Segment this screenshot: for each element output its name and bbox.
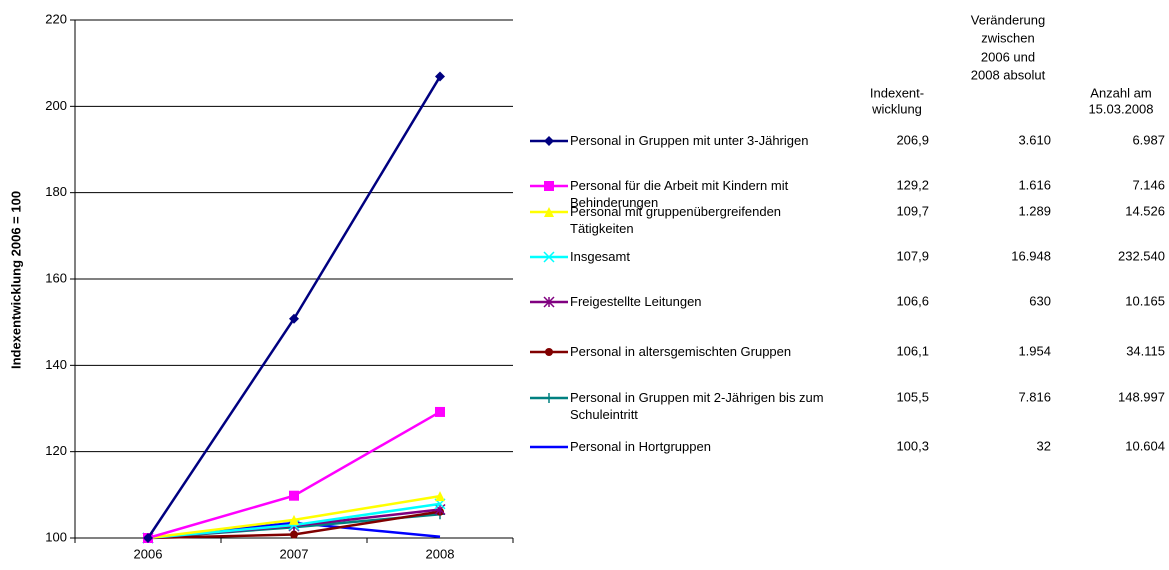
table-cell: 3.610 [1018, 132, 1051, 147]
marker [289, 490, 299, 501]
table-header: 15.03.2008 [1088, 101, 1153, 116]
y-tick-label: 200 [45, 98, 67, 113]
legend-label: Personal mit gruppenübergreifenden Tätig… [570, 204, 782, 236]
table-header: Indexent- [870, 85, 924, 100]
table-cell: 10.165 [1125, 293, 1165, 308]
marker [544, 181, 554, 191]
table-cell: 107,9 [896, 248, 929, 263]
marker [143, 533, 153, 543]
table-header: Veränderung [971, 12, 1045, 27]
table-cell: 206,9 [896, 132, 929, 147]
table-cell: 105,5 [896, 389, 929, 404]
table-cell: 100,3 [896, 438, 929, 453]
marker [545, 348, 553, 356]
table-header: Anzahl am [1090, 85, 1151, 100]
table-cell: 630 [1029, 293, 1051, 308]
marker [544, 393, 554, 403]
y-axis-label: Indexentwicklung 2006 = 100 [8, 191, 23, 369]
marker [290, 530, 298, 539]
marker [289, 313, 299, 324]
legend-label: Personal in Hortgruppen [570, 439, 711, 454]
table-cell: 10.604 [1125, 438, 1165, 453]
table-cell: 232.540 [1118, 248, 1165, 263]
legend-label: Insgesamt [570, 249, 630, 264]
table-header: 2008 absolut [971, 67, 1046, 82]
marker [435, 406, 445, 417]
y-tick-label: 160 [45, 270, 67, 285]
table-cell: 1.616 [1018, 177, 1051, 192]
marker [435, 491, 445, 502]
legend-label: Personal in Gruppen mit unter 3-Jährigen [570, 133, 809, 148]
table-cell: 1.289 [1018, 203, 1051, 218]
x-tick-label: 2007 [280, 546, 309, 561]
table-cell: 16.948 [1011, 248, 1051, 263]
x-tick-label: 2006 [134, 546, 163, 561]
table-cell: 129,2 [896, 177, 929, 192]
y-tick-label: 100 [45, 529, 67, 544]
table-cell: 7.146 [1132, 177, 1165, 192]
table-header: wicklung [871, 101, 922, 116]
table-header: 2006 und [981, 49, 1035, 64]
table-cell: 14.526 [1125, 203, 1165, 218]
table-cell: 1.954 [1018, 343, 1051, 358]
marker [543, 251, 555, 263]
marker [289, 514, 299, 525]
marker [543, 296, 555, 308]
marker [544, 136, 554, 146]
y-tick-label: 140 [45, 357, 67, 372]
x-tick-label: 2008 [426, 546, 455, 561]
legend-label: Personal für die Arbeit mit Kindern mit … [570, 178, 789, 210]
legend-label: Personal in Gruppen mit 2-Jährigen bis z… [570, 390, 824, 422]
marker [544, 207, 554, 217]
legend-label: Personal in altersgemischten Gruppen [570, 344, 792, 359]
table-header: zwischen [981, 30, 1034, 45]
table-cell: 109,7 [896, 203, 929, 218]
series-line [146, 75, 442, 539]
y-tick-label: 120 [45, 443, 67, 458]
table-cell: 106,1 [896, 343, 929, 358]
table-cell: 32 [1037, 438, 1051, 453]
table-cell: 106,6 [896, 293, 929, 308]
table-cell: 34.115 [1126, 343, 1165, 358]
marker [435, 71, 445, 82]
table-cell: 148.997 [1118, 389, 1165, 404]
y-tick-label: 220 [45, 11, 67, 26]
legend-label: Freigestellte Leitungen [570, 294, 702, 309]
table-cell: 7.816 [1018, 389, 1051, 404]
table-cell: 6.987 [1132, 132, 1165, 147]
y-tick-label: 180 [45, 184, 67, 199]
